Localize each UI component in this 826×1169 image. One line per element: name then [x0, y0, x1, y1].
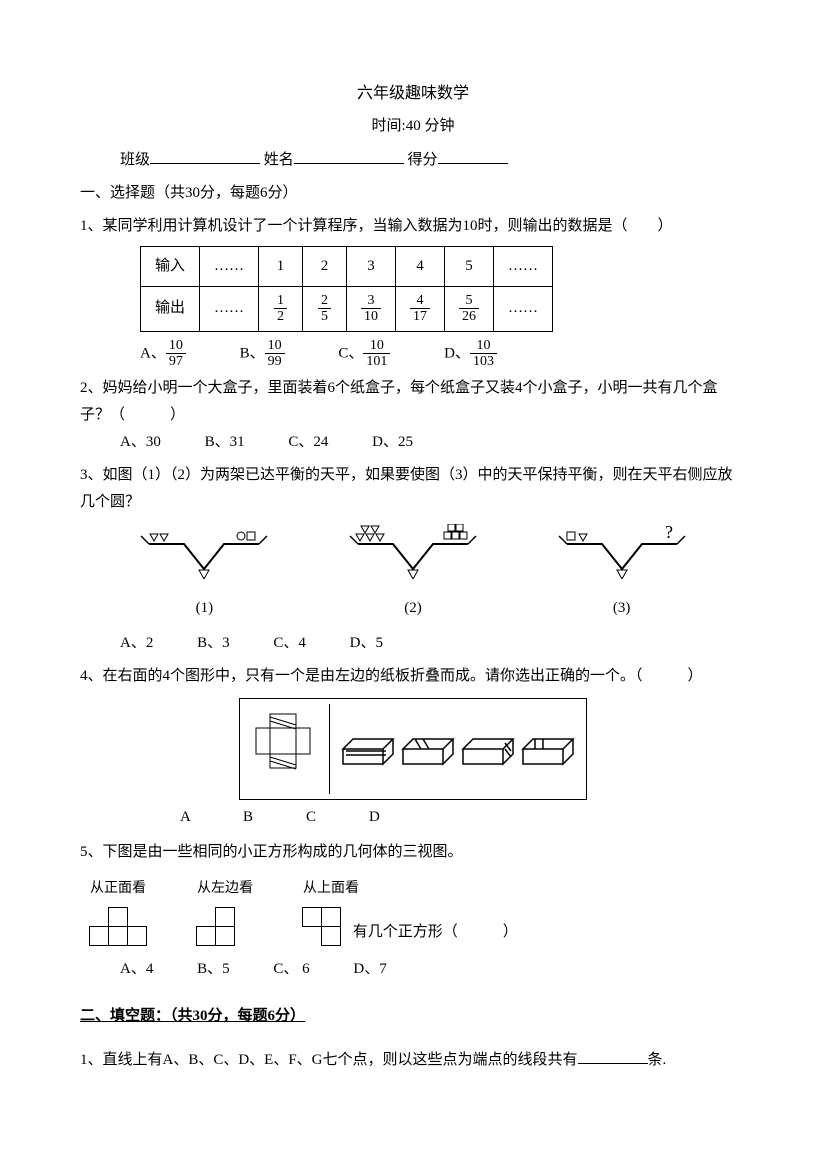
cell: 输出 — [141, 286, 200, 331]
table-row: 输入 …… 1 2 3 4 5 …… — [141, 246, 553, 286]
q3-figures: (1) (2) — [80, 524, 746, 622]
balance-icon — [129, 524, 279, 579]
section1-heading: 一、选择题（共30分，每题6分） — [80, 180, 746, 207]
net-icon — [240, 699, 326, 799]
q5-options: A、4 B、5 C、 6 D、7 — [80, 956, 746, 983]
s2q1-text-b: 条. — [648, 1052, 667, 1068]
option-a[interactable]: A、30 — [120, 434, 161, 450]
cell: 1 — [259, 246, 303, 286]
cell: 12 — [259, 286, 303, 331]
question-4: 4、在右面的4个图形中，只有一个是由左边的纸板折叠而成。请你选出正确的一个。（ … — [80, 663, 746, 831]
option-c[interactable]: C、4 — [273, 635, 306, 651]
question-2: 2、妈妈给小明一个大盒子，里面装着6个纸盒子，每个纸盒子又装4个小盒子，小明一共… — [80, 375, 746, 456]
balance-icon: ? — [547, 524, 697, 579]
option-d[interactable]: D、10103 — [444, 338, 497, 370]
q3-text: 3、如图（1）（2）为两架已达平衡的天平，如果要使图（3）中的天平保持平衡，则在… — [80, 462, 746, 516]
q4-figure: A B C D — [80, 698, 746, 831]
balance-label-3: (3) — [547, 595, 697, 622]
q4-option-labels: A B C D — [80, 804, 746, 831]
option-c[interactable]: C、24 — [288, 434, 328, 450]
name-blank[interactable] — [294, 146, 404, 164]
option-a[interactable]: A、4 — [120, 961, 153, 977]
option-d[interactable]: D、7 — [353, 961, 386, 977]
option-c[interactable]: C、10101 — [338, 338, 390, 370]
class-blank[interactable] — [150, 146, 260, 164]
balance-1: (1) — [129, 524, 279, 622]
cell: 输入 — [141, 246, 200, 286]
cell: 5 — [445, 246, 494, 286]
q5-text: 5、下图是由一些相同的小正方形构成的几何体的三视图。 — [80, 839, 746, 866]
front-view-label: 从正面看 — [90, 876, 147, 901]
svg-text:?: ? — [665, 524, 673, 542]
cell: 417 — [396, 286, 445, 331]
table-row: 输出 …… 12 25 310 417 526 …… — [141, 286, 553, 331]
cell: 2 — [303, 246, 347, 286]
left-view-label: 从左边看 — [197, 876, 253, 901]
question-3: 3、如图（1）（2）为两架已达平衡的天平，如果要使图（3）中的天平保持平衡，则在… — [80, 462, 746, 657]
section2-heading: 二、填空题：（共30分，每题6分） — [80, 1003, 746, 1030]
option-b[interactable]: B、1099 — [240, 338, 285, 370]
option-a[interactable]: A、1097 — [140, 338, 186, 370]
name-label: 姓名 — [264, 152, 294, 168]
front-view: 从正面看 — [90, 876, 147, 945]
q5-tail: 有几个正方形（ ） — [353, 924, 518, 940]
question-1: 1、某同学利用计算机设计了一个计算程序，当输入数据为10时，则输出的数据是（ ）… — [80, 213, 746, 370]
q1-table: 输入 …… 1 2 3 4 5 …… 输出 …… 12 25 310 417 5… — [140, 246, 553, 332]
balance-icon — [338, 524, 488, 579]
cell: 4 — [396, 246, 445, 286]
balance-3: ? (3) — [547, 524, 697, 622]
cell: …… — [494, 246, 553, 286]
boxes-icon — [329, 704, 586, 794]
option-b[interactable]: B、5 — [197, 961, 230, 977]
score-blank[interactable] — [438, 146, 508, 164]
cell: 3 — [347, 246, 396, 286]
cell: 526 — [445, 286, 494, 331]
option-c[interactable]: C、 6 — [273, 961, 309, 977]
cell: …… — [200, 246, 259, 286]
option-b[interactable]: B、3 — [197, 635, 230, 651]
option-d[interactable]: D、5 — [350, 635, 383, 651]
question-5: 5、下图是由一些相同的小正方形构成的几何体的三视图。 从正面看 从左边看 从上面… — [80, 839, 746, 982]
s2q1-blank[interactable] — [578, 1046, 648, 1064]
q1-options: A、1097 B、1099 C、10101 D、10103 — [80, 338, 746, 370]
balance-label-1: (1) — [129, 595, 279, 622]
option-b[interactable]: B、31 — [205, 434, 245, 450]
time-line: 时间:40 分钟 — [80, 113, 746, 140]
cell: …… — [494, 286, 553, 331]
q3-options: A、2 B、3 C、4 D、5 — [80, 630, 746, 657]
cell: 25 — [303, 286, 347, 331]
s2-question-1: 1、直线上有A、B、C、D、E、F、G七个点，则以这些点为端点的线段共有 条. — [80, 1046, 746, 1074]
left-view: 从左边看 — [197, 876, 253, 945]
cell: …… — [200, 286, 259, 331]
class-label: 班级 — [120, 152, 150, 168]
balance-label-2: (2) — [338, 595, 488, 622]
s2q1-text-a: 1、直线上有A、B、C、D、E、F、G七个点，则以这些点为端点的线段共有 — [80, 1052, 578, 1068]
cell: 310 — [347, 286, 396, 331]
q1-text: 1、某同学利用计算机设计了一个计算程序，当输入数据为10时，则输出的数据是（ ） — [80, 213, 746, 240]
top-view-label: 从上面看 — [303, 876, 518, 901]
student-info-line: 班级 姓名 得分 — [80, 146, 746, 174]
score-label: 得分 — [408, 152, 438, 168]
balance-2: (2) — [338, 524, 488, 622]
q5-views: 从正面看 从左边看 从上面看 有几个正方形（ ） — [80, 876, 746, 945]
q2-text: 2、妈妈给小明一个大盒子，里面装着6个纸盒子，每个纸盒子又装4个小盒子，小明一共… — [80, 375, 746, 429]
option-d[interactable]: D、25 — [372, 434, 413, 450]
q4-text: 4、在右面的4个图形中，只有一个是由左边的纸板折叠而成。请你选出正确的一个。（ … — [80, 663, 746, 690]
page-title: 六年级趣味数学 — [80, 80, 746, 109]
top-view: 从上面看 有几个正方形（ ） — [303, 876, 518, 945]
option-a[interactable]: A、2 — [120, 635, 153, 651]
q2-options: A、30 B、31 C、24 D、25 — [80, 429, 746, 456]
